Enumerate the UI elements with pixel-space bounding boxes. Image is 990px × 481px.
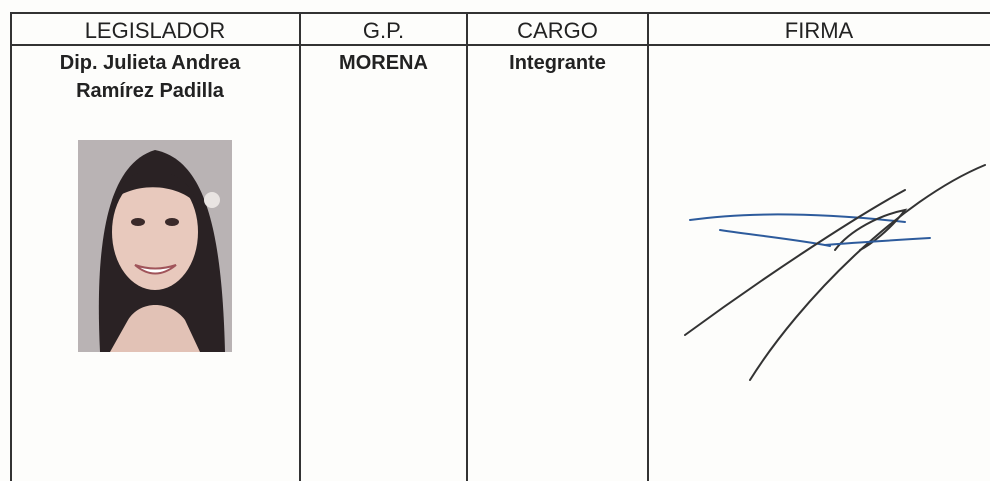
header-cell: FIRMA	[648, 12, 990, 46]
signature	[684, 164, 986, 381]
header-cell: LEGISLADOR	[10, 12, 300, 46]
column-rule	[466, 12, 468, 481]
header-cell: G.P.	[300, 12, 467, 46]
party-cell: MORENA	[339, 52, 428, 74]
header-cell: CARGO	[467, 12, 648, 46]
column-rule	[299, 12, 301, 481]
role-cell: Integrante	[509, 52, 606, 74]
legislator-name: Dip. Julieta Andrea Ramírez Padilla	[59, 52, 241, 102]
column-rule	[10, 12, 12, 481]
portrait-photo	[78, 140, 232, 352]
column-rule	[647, 12, 649, 481]
